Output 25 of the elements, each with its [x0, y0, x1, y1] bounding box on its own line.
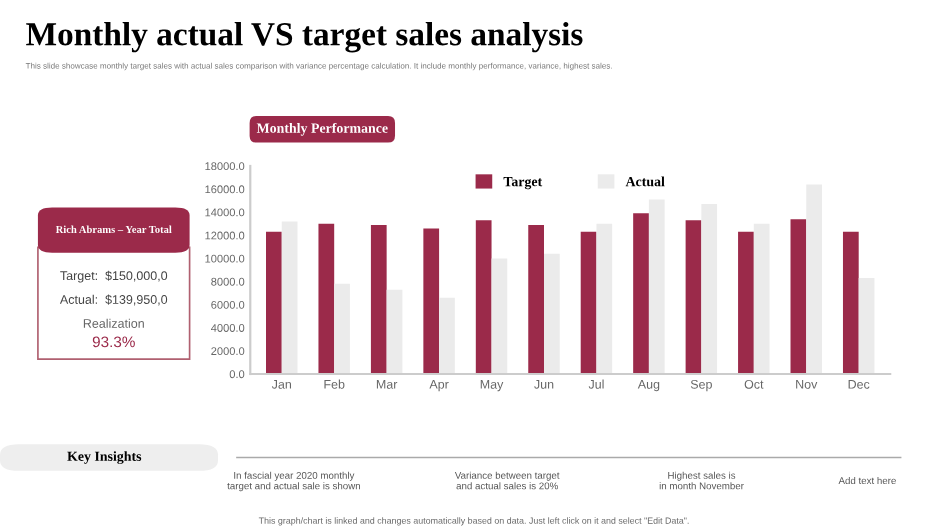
bar [491, 258, 508, 374]
bar [738, 231, 754, 374]
bar [685, 220, 702, 374]
bar [701, 204, 718, 374]
bar [423, 228, 440, 374]
bar [475, 220, 492, 374]
bar [528, 224, 544, 374]
bar [790, 219, 807, 374]
chart-title: Monthly actual VS target sales analysis [26, 22, 583, 53]
bar [648, 199, 665, 374]
bar [386, 289, 403, 374]
bar [370, 224, 387, 374]
bar [596, 223, 613, 374]
bar [842, 231, 859, 374]
bar [633, 213, 649, 374]
bar [266, 231, 282, 374]
bar [544, 253, 560, 374]
bar [281, 221, 298, 374]
bar [318, 223, 335, 374]
bar [753, 223, 770, 374]
bar [858, 278, 875, 374]
bar [806, 184, 822, 374]
bar [580, 231, 597, 374]
bar [334, 283, 350, 374]
bar [439, 297, 455, 374]
